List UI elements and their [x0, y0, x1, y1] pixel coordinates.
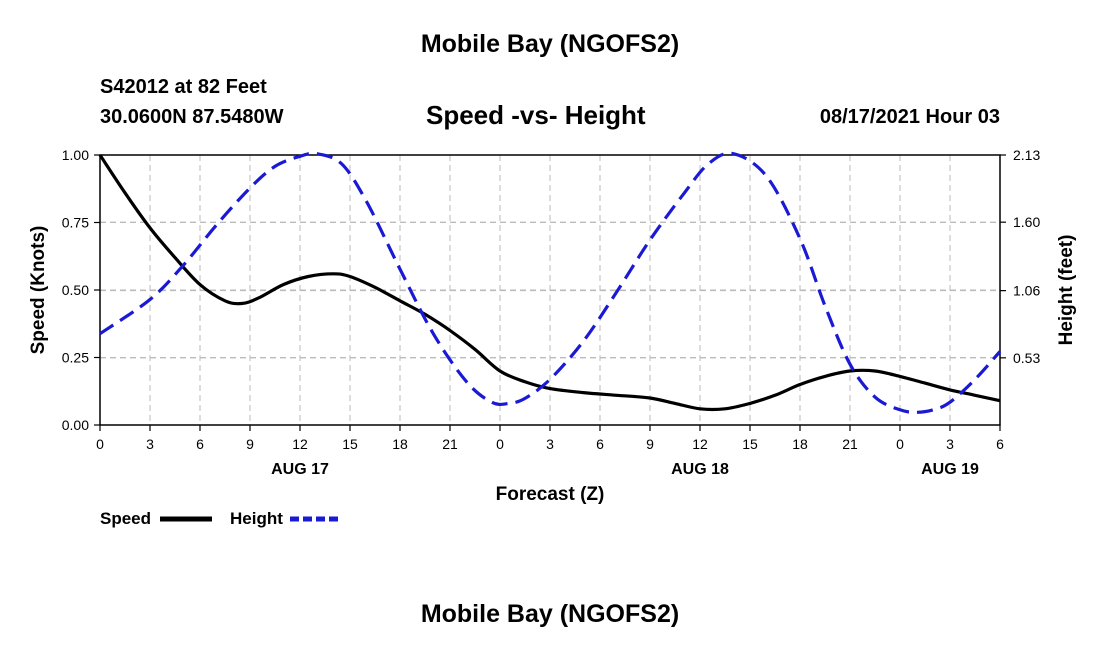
x-tick-label: 12 [692, 436, 708, 452]
x-tick-label: 0 [496, 436, 504, 452]
y2-tick-label: 2.13 [1013, 147, 1040, 163]
x-tick-label: 3 [946, 436, 954, 452]
y-axis-label: Speed (Knots) [28, 226, 49, 355]
x-tick-label: 0 [896, 436, 904, 452]
series-line-height [99, 151, 1002, 414]
station-coordinates: 30.0600N 87.5480W [100, 106, 284, 128]
series-lines [98, 151, 1002, 414]
x-tick-label: 15 [342, 436, 358, 452]
x-tick-label: 18 [792, 436, 808, 452]
y2-axis-label: Height (feet) [1056, 235, 1077, 346]
x-tick-label: 21 [842, 436, 858, 452]
x-tick-label: 3 [546, 436, 554, 452]
x-tick-label: 9 [646, 436, 654, 452]
x-tick-label: 6 [996, 436, 1004, 452]
series-line-speed [98, 154, 1001, 412]
y-tick-label: 0.75 [62, 215, 89, 231]
legend-height-label: Height [230, 509, 283, 528]
date-label: AUG 17 [271, 461, 329, 478]
footer-title: Mobile Bay (NGOFS2) [420, 600, 680, 628]
x-tick-label: 0 [96, 436, 104, 452]
x-tick-label: 18 [392, 436, 408, 452]
forecast-datetime: 08/17/2021 Hour 03 [819, 106, 1000, 128]
x-axis-label: Forecast (Z) [496, 484, 605, 505]
y2-tick-label: 1.06 [1013, 283, 1040, 299]
y-tick-label: 0.50 [62, 282, 89, 298]
y2-tick-label: 0.53 [1013, 350, 1040, 366]
axis-ticks: 0 3 6 9 12 15 18 21 0 3 6 9 12 15 18 21 0 3 6 AUG 17 AUG 18 A… [62, 147, 1041, 478]
chart-subtitle: Speed -vs- Height [426, 100, 646, 130]
x-tick-label: 6 [196, 436, 204, 452]
x-tick-label: 6 [596, 436, 604, 452]
y2-tick-label: 1.60 [1013, 214, 1040, 230]
date-label: AUG 18 [671, 461, 729, 478]
y-tick-label: 0.00 [62, 417, 89, 433]
y-tick-label: 1.00 [62, 147, 89, 163]
x-tick-label: 21 [442, 436, 458, 452]
x-tick-label: 12 [292, 436, 308, 452]
grid [100, 155, 1000, 425]
x-tick-label: 15 [742, 436, 758, 452]
legend-speed-label: Speed [100, 509, 152, 528]
chart-title: Mobile Bay (NGOFS2) [420, 30, 680, 58]
y-tick-label: 0.25 [62, 350, 89, 366]
x-tick-label: 9 [246, 436, 254, 452]
x-tick-label: 3 [146, 436, 154, 452]
date-label: AUG 19 [921, 461, 979, 478]
station-label: S42012 at 82 Feet [100, 76, 267, 98]
